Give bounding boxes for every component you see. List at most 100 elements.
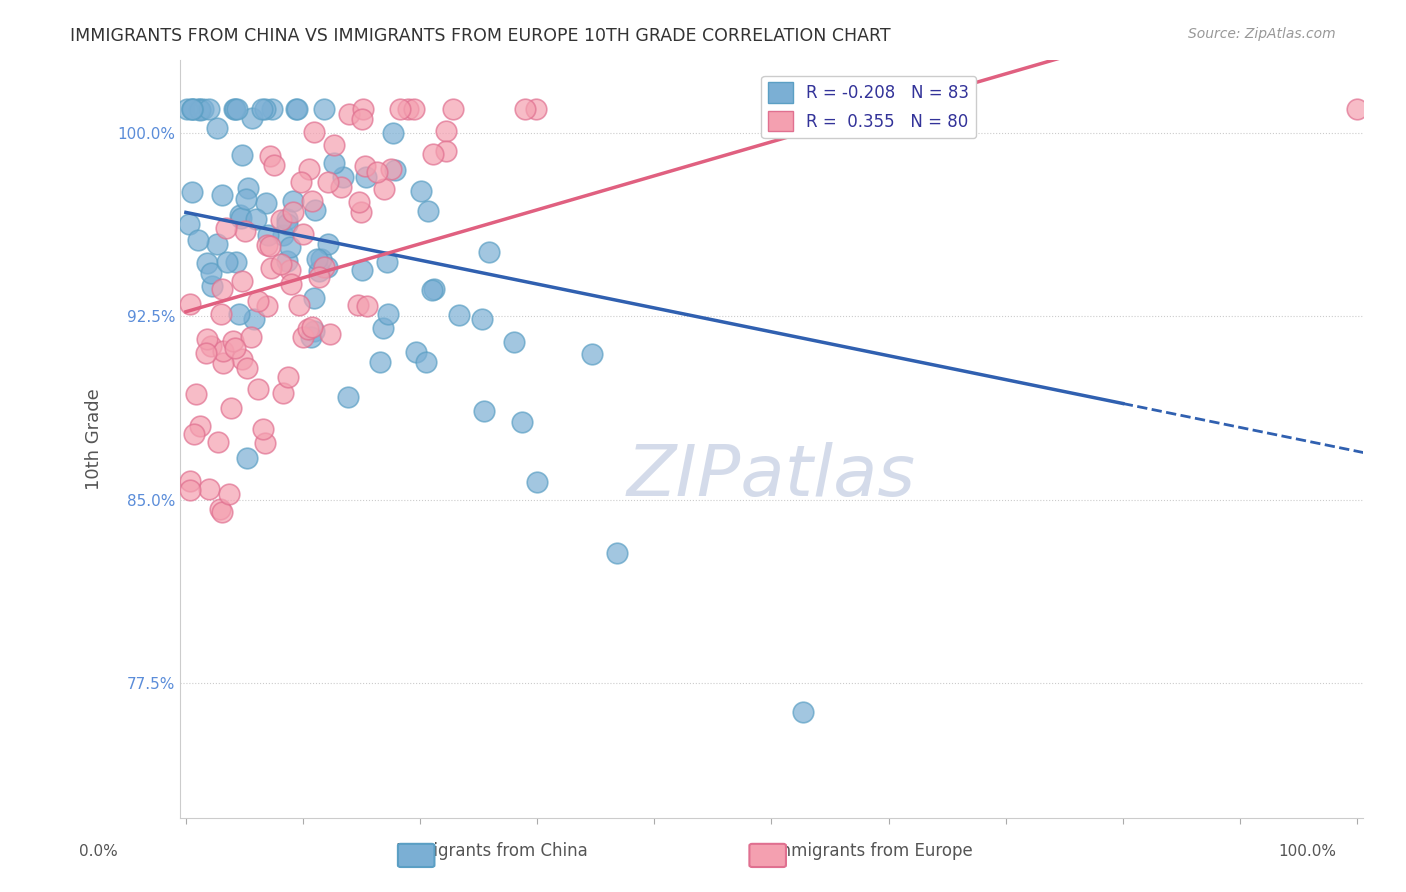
Point xyxy=(236,450,259,465)
Point xyxy=(366,165,388,179)
Point xyxy=(231,351,253,366)
Point xyxy=(308,263,330,277)
Point xyxy=(411,184,433,198)
Point xyxy=(224,102,246,116)
Point xyxy=(308,270,330,285)
Point xyxy=(256,299,278,313)
Point xyxy=(384,162,406,177)
Point xyxy=(236,181,259,195)
Point xyxy=(215,221,238,235)
Point xyxy=(377,307,399,321)
Point xyxy=(276,217,298,231)
Point xyxy=(354,170,377,185)
Point xyxy=(416,204,439,219)
Point xyxy=(477,244,499,259)
Point xyxy=(271,227,294,242)
Point xyxy=(471,312,494,326)
Point xyxy=(205,236,228,251)
Point xyxy=(304,202,326,217)
Point xyxy=(280,277,302,291)
Point xyxy=(375,254,398,268)
Point xyxy=(211,343,233,358)
Point xyxy=(396,102,419,116)
Point xyxy=(420,283,443,297)
Point xyxy=(187,233,209,247)
Point xyxy=(235,192,257,206)
Point xyxy=(309,252,332,266)
Point xyxy=(513,102,536,116)
Point xyxy=(218,486,240,500)
Point xyxy=(291,330,314,344)
Text: Immigrants from China: Immigrants from China xyxy=(396,842,588,860)
Point xyxy=(434,144,457,158)
Point xyxy=(302,324,325,338)
Point xyxy=(180,102,202,116)
Point xyxy=(283,194,305,208)
Point xyxy=(257,227,280,242)
Point xyxy=(405,345,427,359)
Point xyxy=(301,194,323,208)
Point xyxy=(353,160,375,174)
Point xyxy=(276,212,298,227)
Point xyxy=(190,419,212,434)
Point xyxy=(316,236,339,251)
Point xyxy=(195,332,218,346)
Point xyxy=(350,205,373,219)
Point xyxy=(347,194,370,209)
Point xyxy=(298,161,321,176)
Point xyxy=(183,426,205,441)
Point xyxy=(211,282,233,296)
Point xyxy=(581,347,603,361)
Point xyxy=(247,382,270,396)
Text: ZIPatlas: ZIPatlas xyxy=(627,442,915,511)
Point xyxy=(337,107,360,121)
Point xyxy=(287,102,309,116)
Point xyxy=(352,263,374,277)
Text: 100.0%: 100.0% xyxy=(1278,845,1337,859)
Point xyxy=(188,102,211,116)
Point xyxy=(231,211,253,225)
Point xyxy=(225,255,247,269)
Point xyxy=(253,102,276,116)
Point xyxy=(297,322,319,336)
Point xyxy=(352,102,374,116)
Point xyxy=(201,279,224,293)
Point xyxy=(277,370,299,384)
Point xyxy=(197,256,219,270)
Point xyxy=(316,175,339,189)
Point xyxy=(314,102,336,116)
Point xyxy=(226,102,249,116)
Point xyxy=(177,217,200,231)
Point xyxy=(198,102,221,116)
Point xyxy=(260,102,283,116)
Point xyxy=(382,126,405,140)
Point xyxy=(186,387,208,401)
Point xyxy=(240,111,263,125)
Point xyxy=(179,474,201,488)
Point xyxy=(212,356,235,370)
Point xyxy=(231,273,253,287)
Point xyxy=(449,309,471,323)
Point xyxy=(243,312,266,326)
Point xyxy=(332,169,354,184)
Point xyxy=(368,354,391,368)
Point xyxy=(792,705,814,719)
Point xyxy=(434,124,457,138)
Point xyxy=(181,102,204,116)
Point xyxy=(422,147,444,161)
Text: IMMIGRANTS FROM CHINA VS IMMIGRANTS FROM EUROPE 10TH GRADE CORRELATION CHART: IMMIGRANTS FROM CHINA VS IMMIGRANTS FROM… xyxy=(70,27,891,45)
Point xyxy=(322,156,344,170)
Point xyxy=(224,102,246,116)
Point xyxy=(356,299,378,313)
Point xyxy=(254,436,277,450)
Point xyxy=(246,294,269,309)
Point xyxy=(219,401,242,415)
Point xyxy=(229,208,252,222)
Point xyxy=(194,345,217,359)
Point xyxy=(211,188,233,202)
Point xyxy=(301,320,323,334)
Point xyxy=(187,102,209,116)
Point xyxy=(423,282,446,296)
Point xyxy=(276,253,298,268)
Point xyxy=(231,148,253,162)
